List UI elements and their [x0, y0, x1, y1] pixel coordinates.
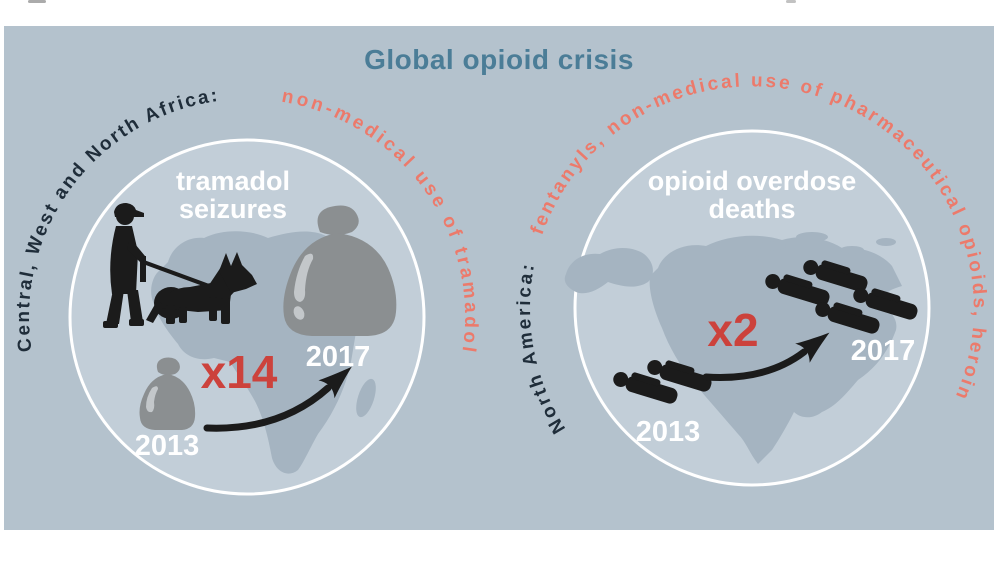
crop-artifact-left: [28, 0, 46, 3]
svg-text:North America:: North America:: [514, 260, 570, 437]
north-america-region-label: North America:: [514, 260, 567, 437]
north-america-map-icon: [564, 232, 902, 464]
north-america-metric-line1: opioid overdose: [648, 166, 857, 196]
infographic-title: Global opioid crisis: [364, 44, 634, 75]
africa-metric-line2: seizures: [179, 194, 287, 224]
north-america-year-start: 2013: [636, 416, 701, 448]
north-america-year-end: 2017: [851, 335, 916, 367]
north-america-metric-line2: deaths: [708, 194, 795, 224]
north-america-chart: North America: fentanyls, non-medical us…: [514, 70, 987, 487]
africa-growth-arrow: [203, 366, 352, 432]
africa-multiplier: x14: [201, 346, 278, 398]
large-bag-icon: [283, 205, 397, 336]
north-america-multiplier: x2: [707, 304, 758, 356]
crop-artifact-right: [786, 0, 796, 3]
small-bag-icon: [139, 357, 196, 430]
africa-year-end: 2017: [306, 341, 371, 373]
dog-handler-icon: [103, 203, 257, 328]
africa-year-start: 2013: [135, 430, 200, 462]
north-america-growth-arrow: [702, 332, 830, 381]
africa-metric-line1: tramadol: [176, 166, 290, 196]
africa-chart: Central, West and North Africa: non-medi…: [13, 85, 478, 496]
leash: [143, 260, 212, 289]
